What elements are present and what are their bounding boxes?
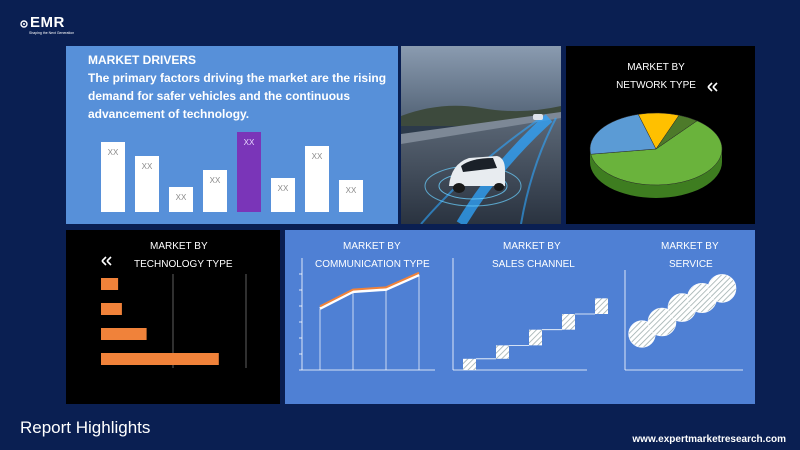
report-highlights-title: Report Highlights [20, 418, 151, 437]
network-pie-chart [589, 112, 723, 198]
communication-title-1: MARKET BY [343, 241, 401, 252]
double-chevron-icon [707, 82, 718, 92]
network-title-1: MARKET BY [627, 62, 685, 73]
drivers-bar [135, 156, 159, 212]
technology-type-panel: MARKET BY TECHNOLOGY TYPE [66, 230, 280, 404]
technology-title-1: MARKET BY [150, 241, 208, 252]
comm-line-white [319, 273, 420, 310]
drivers-bar [237, 132, 261, 212]
service-bubble [647, 307, 677, 337]
website-url[interactable]: www.expertmarketresearch.com [632, 434, 786, 445]
drivers-bar-label: XX [244, 138, 255, 147]
sales-bar [595, 298, 608, 314]
service-bubble [707, 274, 737, 303]
pie-slice [590, 120, 723, 186]
segment-charts [299, 258, 743, 371]
sales-bar [463, 358, 476, 370]
drivers-bar [169, 187, 193, 212]
sales-bar [529, 329, 542, 346]
logo-ring-icon [20, 20, 28, 28]
sales-bar [496, 345, 509, 359]
drivers-bar [305, 146, 329, 212]
drivers-bar-label: XX [312, 152, 323, 161]
market-drivers-panel: MARKET DRIVERS The primary factors drivi… [66, 46, 398, 224]
double-chevron-icon [101, 256, 112, 266]
drivers-text: The primary factors driving the market a… [88, 71, 387, 121]
network-title-2: NETWORK TYPE [616, 80, 696, 91]
car-road-illustration [401, 46, 561, 224]
drivers-bar [101, 142, 125, 212]
drivers-bar [339, 180, 363, 212]
communication-title-2: COMMUNICATION TYPE [315, 259, 430, 270]
service-title-1: MARKET BY [661, 241, 719, 252]
car-icon [449, 156, 505, 193]
pie-slice [655, 114, 698, 150]
drivers-bar-label: XX [210, 176, 221, 185]
technology-title-2: TECHNOLOGY TYPE [134, 259, 233, 270]
pie-side [590, 149, 722, 198]
technology-bar-chart [101, 274, 247, 368]
tech-bar [101, 353, 219, 365]
segments-panel: MARKET BY COMMUNICATION TYPE MARKET BY S… [285, 230, 755, 404]
drivers-bar-chart: XX XX XX XX XX XX XX XX [101, 132, 363, 212]
drivers-bar [203, 170, 227, 212]
sales-title-1: MARKET BY [503, 241, 561, 252]
network-type-panel: MARKET BY NETWORK TYPE [566, 46, 755, 224]
logo-tagline: Shaping the Next Generation [29, 31, 75, 35]
sales-title-2: SALES CHANNEL [492, 259, 575, 270]
sales-bar [562, 314, 575, 330]
service-title-2: SERVICE [669, 259, 713, 270]
tech-bar [101, 303, 122, 315]
tech-bar [101, 278, 119, 290]
tech-bar [101, 328, 147, 340]
drivers-title: MARKET DRIVERS [88, 53, 197, 67]
logo-text: EMR [30, 14, 65, 31]
drivers-bar-label: XX [278, 184, 289, 193]
drivers-bar [271, 178, 295, 212]
drivers-bar-label: XX [176, 193, 187, 202]
emr-logo [20, 20, 28, 28]
drivers-bar-label: XX [346, 186, 357, 195]
pie-slice [589, 114, 657, 155]
car-road-photo [401, 46, 561, 224]
drivers-bar-label: XX [142, 162, 153, 171]
drivers-bar-label: XX [108, 148, 119, 157]
comm-line-orange [319, 271, 420, 308]
